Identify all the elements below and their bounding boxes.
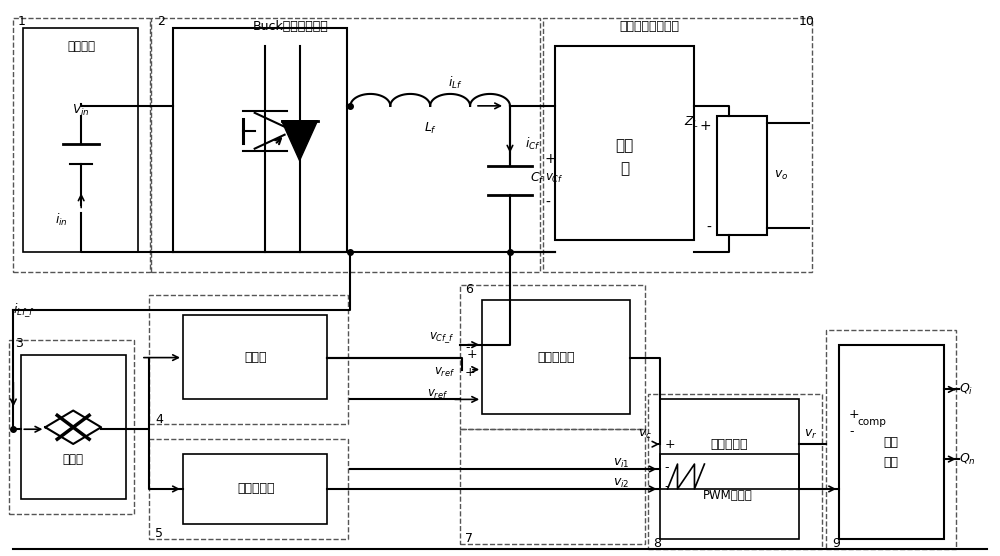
Bar — [660, 399, 799, 489]
Text: 带通滤波器: 带通滤波器 — [237, 483, 274, 495]
Text: $V_{in}$: $V_{in}$ — [72, 103, 90, 118]
Bar — [183, 315, 327, 399]
Bar — [149, 439, 348, 539]
Text: -: - — [545, 195, 550, 210]
Bar — [13, 18, 150, 272]
Text: +: + — [545, 152, 556, 166]
Text: +: + — [849, 408, 860, 421]
Bar — [149, 295, 348, 424]
Text: 6: 6 — [465, 284, 473, 296]
Bar — [173, 28, 347, 252]
Text: $v_o$: $v_o$ — [774, 169, 789, 182]
Text: 乘法器: 乘法器 — [63, 453, 84, 465]
Bar — [648, 394, 822, 549]
Text: +: + — [700, 119, 711, 133]
Text: -: - — [665, 480, 669, 494]
Text: 8: 8 — [654, 537, 662, 550]
Text: 电路: 电路 — [883, 455, 898, 469]
Text: $i_{Lf}$: $i_{Lf}$ — [448, 75, 462, 91]
Text: 单相逆变器及负载: 单相逆变器及负载 — [620, 20, 680, 33]
Bar — [826, 330, 956, 549]
Text: 电流调节器: 电流调节器 — [711, 438, 748, 451]
Bar — [482, 300, 630, 414]
Text: $v_c$: $v_c$ — [638, 428, 652, 441]
Bar — [839, 345, 944, 539]
Bar — [660, 414, 799, 534]
Text: $Z_L$: $Z_L$ — [684, 115, 699, 130]
Text: 10: 10 — [799, 15, 815, 28]
Bar — [460, 285, 645, 429]
Text: +: + — [467, 348, 478, 361]
Text: PWM调制器: PWM调制器 — [702, 489, 752, 503]
Text: 输入电源: 输入电源 — [67, 39, 95, 53]
Text: $C_f$: $C_f$ — [530, 171, 545, 186]
Text: 驱动: 驱动 — [883, 436, 898, 449]
Bar — [717, 116, 767, 235]
Text: 7: 7 — [465, 532, 473, 545]
Text: +: + — [665, 438, 675, 451]
Text: 1: 1 — [17, 15, 25, 28]
Text: $i_{Cf}$: $i_{Cf}$ — [525, 136, 541, 152]
Text: $L_f$: $L_f$ — [424, 121, 437, 136]
Text: 电压调节器: 电压调节器 — [537, 351, 575, 364]
Text: comp: comp — [857, 417, 886, 427]
Text: 逆变: 逆变 — [616, 138, 634, 153]
Bar — [23, 28, 138, 252]
Text: 器: 器 — [620, 161, 629, 176]
Text: $v_{Cf\_f}$: $v_{Cf\_f}$ — [429, 330, 455, 345]
Text: $v_{ref}$: $v_{ref}$ — [427, 388, 448, 401]
Text: $Q_i$: $Q_i$ — [959, 382, 973, 397]
Text: $v_{ref}$: $v_{ref}$ — [434, 366, 455, 379]
Text: 2: 2 — [157, 15, 165, 28]
Bar — [183, 454, 327, 524]
Text: $v_{i1}$: $v_{i1}$ — [613, 456, 630, 470]
Text: 跟随器: 跟随器 — [244, 351, 267, 364]
Bar — [660, 454, 799, 539]
Text: $v_{Cf}$: $v_{Cf}$ — [545, 172, 564, 185]
Text: -: - — [707, 221, 711, 235]
Bar — [555, 46, 694, 240]
Text: $i_{in}$: $i_{in}$ — [55, 212, 68, 229]
Text: $i_{Lf\_f}$: $i_{Lf\_f}$ — [13, 301, 35, 319]
Bar — [21, 355, 126, 499]
Text: Buck类直直变换器: Buck类直直变换器 — [253, 20, 328, 33]
Text: +: + — [465, 366, 476, 379]
Text: -: - — [665, 460, 669, 474]
Text: 4: 4 — [155, 413, 163, 426]
Text: -: - — [849, 425, 854, 438]
Text: -: - — [465, 341, 470, 354]
Text: 5: 5 — [155, 527, 163, 540]
Text: 3: 3 — [15, 337, 23, 350]
Text: 9: 9 — [832, 537, 840, 550]
Text: $v_r$: $v_r$ — [804, 428, 818, 441]
Bar — [151, 18, 540, 272]
Polygon shape — [282, 121, 318, 161]
Text: $v_{i2}$: $v_{i2}$ — [613, 476, 630, 489]
Bar — [9, 340, 134, 514]
Bar — [460, 429, 645, 544]
Bar — [543, 18, 812, 272]
Text: $Q_n$: $Q_n$ — [959, 451, 976, 466]
